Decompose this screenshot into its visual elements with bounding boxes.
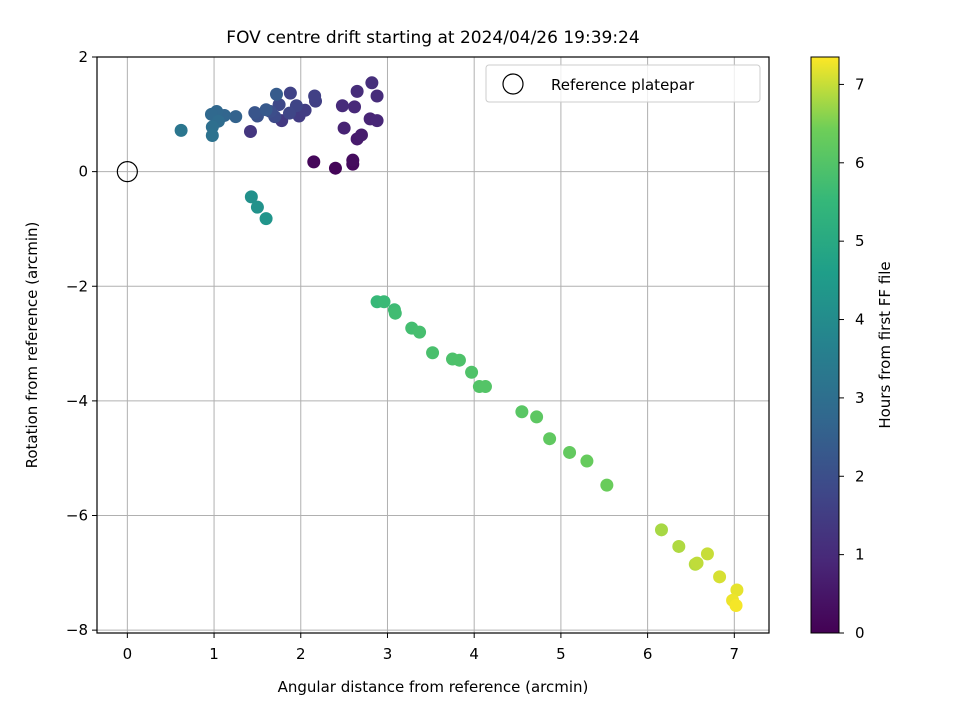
data-point [354, 128, 368, 142]
data-point [370, 114, 384, 128]
colorbar-tick-label: 7 [855, 75, 865, 93]
data-point [244, 190, 258, 204]
data-point [690, 556, 704, 570]
data-point [337, 121, 351, 135]
colorbar-ticks: 0 1 2 3 4 5 6 7 [839, 75, 865, 642]
data-point [250, 200, 264, 214]
data-point [335, 99, 349, 113]
data-point [580, 454, 594, 468]
colorbar-tick-label: 0 [855, 624, 865, 642]
data-point [478, 380, 492, 394]
data-point [205, 129, 219, 143]
data-point [272, 98, 286, 112]
x-tick-label: 7 [730, 645, 740, 663]
x-tick-label: 0 [123, 645, 133, 663]
y-tick-label: −2 [66, 277, 88, 295]
legend: Reference platepar [485, 64, 761, 103]
y-tick-label: −4 [66, 392, 88, 410]
x-tick-label: 5 [556, 645, 566, 663]
colorbar-label: Hours from first FF file [876, 261, 894, 428]
chart-title: FOV centre drift starting at 2024/04/26 … [226, 28, 639, 48]
data-point [328, 161, 342, 175]
x-tick-label: 2 [296, 645, 306, 663]
y-tick-label: −6 [66, 507, 88, 525]
y-tick-label: 0 [78, 163, 88, 181]
x-tick-label: 6 [643, 645, 653, 663]
colorbar-gradient [810, 56, 840, 634]
data-point [370, 89, 384, 103]
data-point [413, 325, 427, 339]
colorbar-tick-label: 2 [855, 467, 865, 485]
data-point [672, 539, 686, 553]
data-point [307, 155, 321, 169]
data-point [700, 547, 714, 561]
data-point [269, 87, 283, 101]
data-point [729, 598, 743, 612]
legend-reference-marker [502, 73, 524, 95]
reference-marker-layer [116, 161, 138, 183]
colorbar-tick-label: 5 [855, 232, 865, 250]
data-point [426, 346, 440, 360]
plot-area-frame [96, 56, 770, 634]
colorbar-tick-label: 1 [855, 546, 865, 564]
axis-ticks: 0 1 2 3 4 5 6 7 2 0 −2 −4 −6 −8 [66, 48, 739, 663]
x-tick-label: 3 [383, 645, 393, 663]
data-point [377, 295, 391, 309]
y-tick-label: 2 [78, 48, 88, 66]
data-point [713, 570, 727, 584]
data-point [543, 432, 557, 446]
legend-entry-label: Reference platepar [551, 76, 695, 94]
data-point [259, 212, 273, 226]
colorbar-tick-label: 4 [855, 311, 865, 329]
colorbar-tick-label: 3 [855, 389, 865, 407]
data-point [452, 353, 466, 367]
data-point [563, 445, 577, 459]
data-point [248, 106, 262, 120]
data-point [308, 89, 322, 103]
data-point [654, 523, 668, 537]
data-point [600, 478, 614, 492]
data-point [259, 103, 273, 117]
data-point [282, 106, 296, 120]
data-point [530, 410, 544, 424]
data-point [346, 153, 360, 167]
data-point [229, 110, 243, 124]
data-point [350, 84, 364, 98]
data-point [174, 123, 188, 137]
x-axis-label: Angular distance from reference (arcmin) [278, 678, 589, 696]
data-point [365, 76, 379, 90]
x-tick-label: 4 [469, 645, 479, 663]
data-point [465, 365, 479, 379]
data-point [283, 86, 297, 100]
y-axis-label: Rotation from reference (arcmin) [23, 222, 41, 469]
reference-platepar-marker [116, 161, 138, 183]
colorbar: 0 1 2 3 4 5 6 7 Hours from first FF file [810, 56, 894, 642]
x-tick-label: 1 [209, 645, 219, 663]
colorbar-tick-label: 6 [855, 154, 865, 172]
legend-box [485, 64, 761, 103]
data-point [243, 125, 257, 139]
y-tick-label: −8 [66, 621, 88, 639]
data-point [348, 100, 362, 114]
data-points [174, 76, 744, 612]
data-point [515, 405, 529, 419]
data-point [388, 306, 402, 320]
grid-lines [97, 56, 769, 633]
data-point [730, 583, 744, 597]
